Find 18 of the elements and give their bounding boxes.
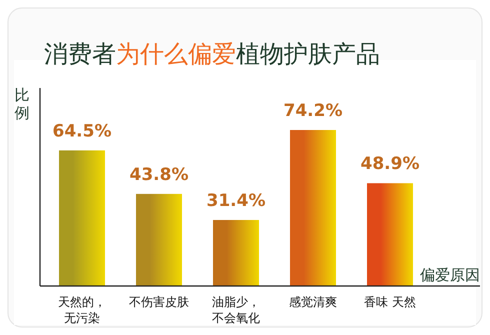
data-label: 31.4% (206, 190, 266, 211)
bar (136, 194, 182, 286)
x-axis-title: 偏爱原因 (420, 266, 480, 284)
data-label: 48.9% (360, 154, 420, 174)
chart-title: 消费者为什么偏爱植物护肤产品 (44, 40, 380, 68)
x-tick-label: 感觉清爽 (289, 295, 337, 309)
data-label: 43.8% (130, 164, 188, 185)
bar (290, 130, 336, 286)
y-axis-title: 比例 (14, 86, 30, 122)
data-label: 64.5% (52, 121, 112, 142)
x-tick-label: 天然的，无污染 (58, 295, 106, 325)
data-label: 74.2% (284, 101, 342, 121)
x-tick-label: 油脂少，不会氧化 (212, 295, 260, 325)
bar (213, 220, 259, 286)
x-tick-label: 香味 天然 (364, 295, 416, 309)
x-tick-label: 不伤害皮肤 (129, 295, 189, 309)
bar (367, 183, 413, 286)
bar (59, 150, 105, 286)
